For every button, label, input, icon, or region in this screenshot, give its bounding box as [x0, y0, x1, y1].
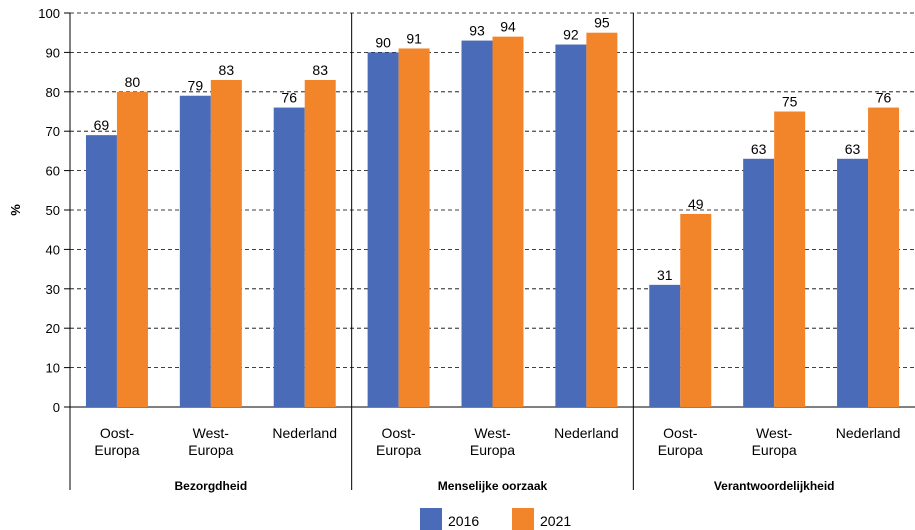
category-label: Oost- — [100, 425, 135, 441]
category-label: West- — [193, 425, 230, 441]
data-label: 95 — [594, 15, 610, 31]
data-label: 63 — [845, 141, 861, 157]
category-label: Europa — [470, 442, 515, 458]
category-label: Oost- — [663, 425, 698, 441]
data-label: 49 — [688, 196, 704, 212]
labels: 0 10 20 30 40 50 60 70 80 90 100% Bezorgdheid 69 80 Oo… — [8, 6, 900, 493]
data-label: 75 — [782, 94, 798, 110]
y-tick-label: 80 — [46, 85, 60, 100]
category-label: Europa — [94, 442, 139, 458]
bar-2016 — [273, 107, 305, 407]
bar-2016 — [461, 40, 493, 408]
y-tick-label: 10 — [46, 361, 60, 376]
data-label: 76 — [281, 90, 297, 106]
data-label: 93 — [469, 23, 485, 39]
data-label: 83 — [312, 62, 328, 78]
y-tick-label: 70 — [46, 124, 60, 139]
data-label: 90 — [375, 34, 391, 50]
category-label: Nederland — [836, 425, 901, 441]
bar-2021 — [868, 107, 900, 407]
bar-2016 — [743, 158, 775, 407]
bar-2016 — [367, 52, 399, 408]
bar-2021 — [492, 36, 524, 407]
data-label: 76 — [876, 90, 892, 106]
bar-2021 — [398, 48, 430, 408]
legend-label-2021: 2021 — [540, 513, 571, 529]
y-tick-label: 40 — [46, 242, 60, 257]
category-label: Europa — [188, 442, 233, 458]
y-tick-label: 30 — [46, 282, 60, 297]
data-label: 79 — [188, 78, 204, 94]
bar-2016 — [85, 135, 117, 407]
y-tick-label: 0 — [53, 400, 60, 415]
group-label: Menselijke oorzaak — [438, 479, 548, 493]
y-tick-label: 90 — [46, 45, 60, 60]
data-label: 80 — [125, 74, 141, 90]
y-tick-label: 50 — [46, 203, 60, 218]
category-label: West- — [474, 425, 511, 441]
legend: 2016 2021 — [420, 508, 571, 530]
y-axis-label: % — [8, 204, 23, 216]
category-label: Europa — [752, 442, 797, 458]
data-label: 69 — [94, 117, 110, 133]
category-label: Nederland — [554, 425, 619, 441]
data-label: 92 — [563, 27, 579, 43]
bar-2016 — [837, 158, 869, 407]
bar-2021 — [774, 111, 806, 407]
category-label: West- — [756, 425, 793, 441]
legend-swatch-2016 — [420, 508, 442, 530]
category-label: Europa — [376, 442, 421, 458]
bar-2016 — [179, 95, 211, 408]
bar-2016 — [555, 44, 587, 408]
category-label: Europa — [658, 442, 703, 458]
data-label: 63 — [751, 141, 767, 157]
data-label: 83 — [219, 62, 235, 78]
y-tick-label: 20 — [46, 321, 60, 336]
group-label: Verantwoordelijkheid — [714, 479, 835, 493]
legend-label-2016: 2016 — [448, 513, 479, 529]
bar-2016 — [649, 284, 681, 407]
y-tick-label: 100 — [38, 6, 60, 21]
category-label: Oost- — [381, 425, 416, 441]
data-label: 94 — [500, 19, 516, 35]
bar-2021 — [210, 79, 242, 407]
bar-2021 — [116, 91, 148, 408]
category-label: Nederland — [272, 425, 337, 441]
bar-2021 — [586, 32, 618, 407]
data-label: 31 — [657, 267, 673, 283]
group-label: Bezorgdheid — [174, 479, 247, 493]
y-tick-label: 60 — [46, 164, 60, 179]
legend-swatch-2021 — [512, 508, 534, 530]
bar-2021 — [304, 79, 336, 407]
data-label: 91 — [406, 30, 422, 46]
bars — [85, 32, 900, 408]
bar-2021 — [680, 213, 712, 407]
